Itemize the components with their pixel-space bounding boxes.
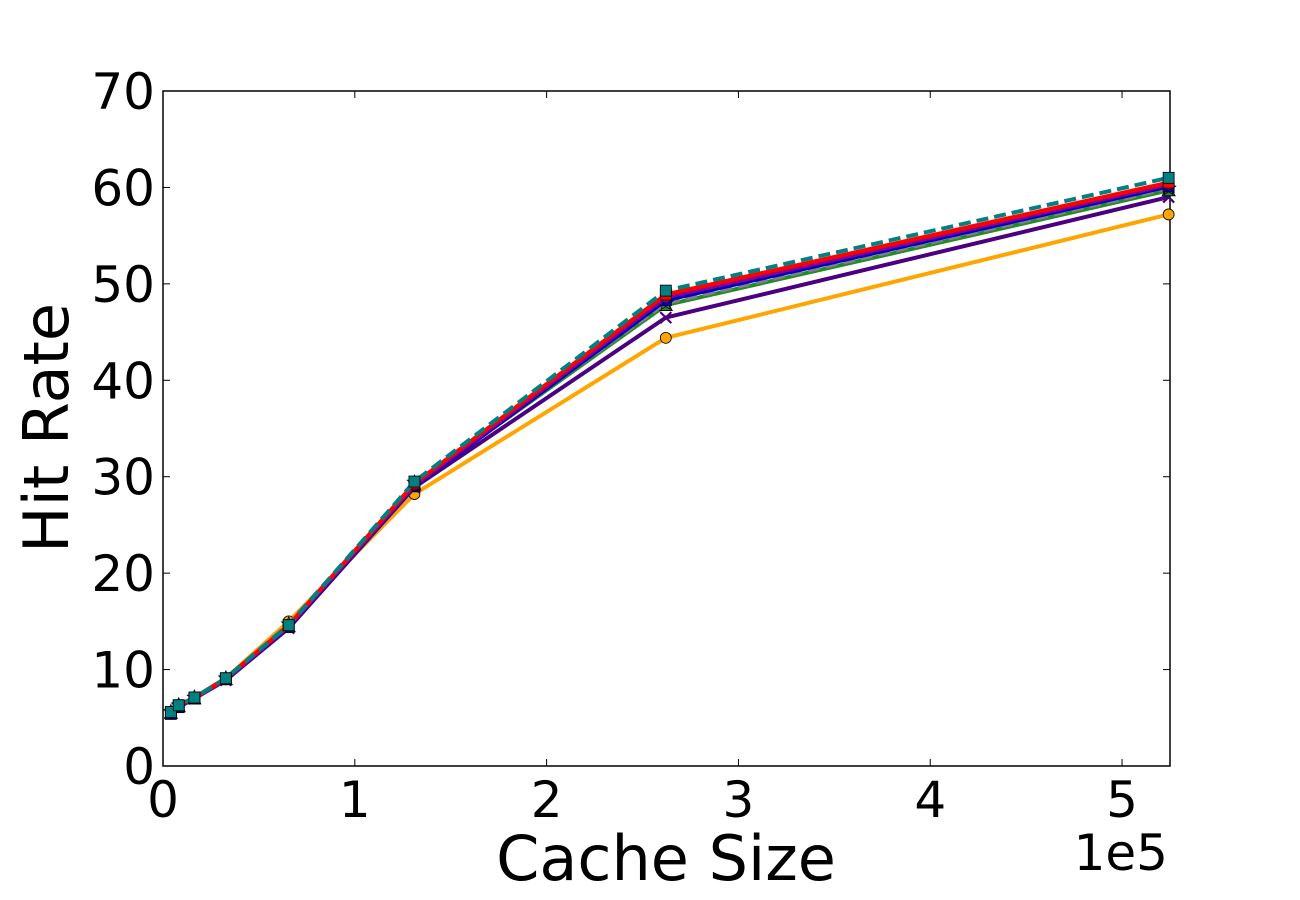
- x-axis-offset-label: 1e5: [1074, 824, 1168, 882]
- y-axis-label: Hit Rate: [10, 303, 83, 553]
- y-tick-label: 70: [91, 63, 155, 121]
- x-tick-label: 3: [723, 771, 755, 829]
- x-tick-labels: 0 1 2 3 4 5: [147, 771, 1138, 829]
- y-tick-label: 60: [91, 159, 155, 217]
- y-tick-label: 0: [123, 738, 155, 796]
- series-line: [169, 184, 1170, 716]
- series-line: [169, 180, 1170, 714]
- data-series: [164, 176, 1175, 718]
- y-tick-label: 40: [91, 352, 155, 410]
- data-point-square: [188, 691, 201, 704]
- x-tick-label: 2: [531, 771, 563, 829]
- x-tick-label: 1: [339, 771, 371, 829]
- series-line: [169, 188, 1170, 715]
- data-point-square: [164, 706, 177, 718]
- y-tick-label: 20: [91, 545, 155, 603]
- x-tick-label: 4: [914, 771, 946, 829]
- data-point-square: [408, 475, 421, 488]
- data-series: [164, 180, 1175, 720]
- y-tick-label: 30: [91, 449, 155, 507]
- data-series: [164, 190, 1175, 720]
- data-point-square: [1162, 171, 1175, 184]
- series-layer: [162, 171, 1177, 720]
- plot-area-frame: [162, 90, 1171, 767]
- data-point-circle: [659, 331, 672, 344]
- x-tick-label: 0: [147, 771, 179, 829]
- data-series: [162, 179, 1177, 719]
- series-line: [169, 175, 1170, 714]
- data-point-square: [659, 284, 672, 297]
- data-series: [163, 182, 1176, 719]
- data-point-circle: [1162, 208, 1175, 221]
- y-tick-label: 10: [91, 642, 155, 700]
- series-line: [169, 186, 1170, 714]
- data-point-square: [172, 699, 185, 712]
- y-tick-labels: 0 10 20 30 40 50 60 70: [91, 63, 155, 796]
- data-series: [164, 171, 1175, 718]
- data-point-square: [282, 619, 295, 632]
- series-line: [169, 182, 1170, 715]
- x-tick-label: 5: [1106, 771, 1138, 829]
- data-point-square: [219, 672, 232, 685]
- series-line: [169, 195, 1170, 715]
- axis-ticks: [162, 90, 1170, 767]
- y-tick-label: 50: [91, 256, 155, 314]
- x-axis-label: Cache Size: [496, 822, 836, 895]
- data-point-x: [659, 311, 673, 324]
- data-series: [164, 178, 1175, 719]
